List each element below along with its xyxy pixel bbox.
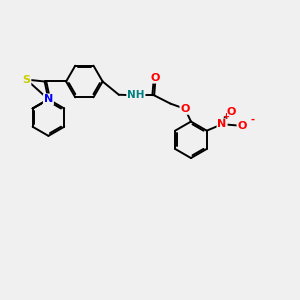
Text: +: +	[222, 112, 230, 121]
Text: N: N	[218, 119, 227, 129]
Text: O: O	[180, 104, 190, 114]
Text: O: O	[237, 121, 247, 131]
Text: NH: NH	[127, 90, 145, 100]
Text: O: O	[151, 73, 160, 83]
Text: S: S	[22, 75, 31, 85]
Text: -: -	[250, 115, 254, 125]
Text: O: O	[226, 107, 236, 117]
Text: N: N	[44, 94, 53, 104]
